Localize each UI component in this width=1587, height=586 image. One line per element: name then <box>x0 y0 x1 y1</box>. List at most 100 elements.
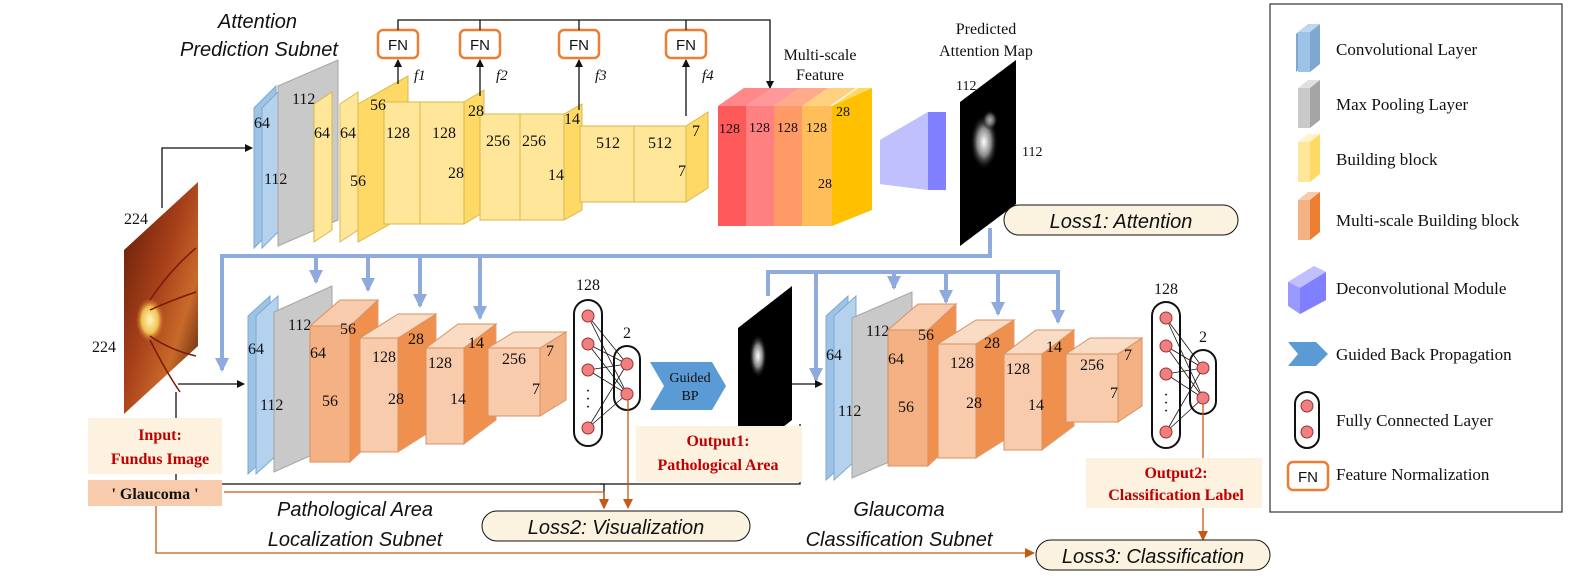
input-label-bg <box>88 418 222 474</box>
input-height: 224 <box>92 339 116 356</box>
loc-fc-in: 128 <box>576 277 600 294</box>
cls-conv-c: 64 <box>826 347 842 364</box>
building-block-icon <box>1298 134 1320 182</box>
predicted-map-w: 112 <box>956 79 976 94</box>
classification-subnet: 64 112 112 64 56 56 128 28 28 128 14 14 … <box>806 281 1262 551</box>
conv-layer-icon <box>1296 24 1320 72</box>
multiscale-c1: 128 <box>719 122 740 137</box>
fn-box-1: FN <box>376 28 420 60</box>
cls-block4-c: 256 <box>1080 357 1104 374</box>
attention-block4-w: 28 <box>468 103 484 120</box>
cls-fc-in: 128 <box>1154 281 1178 298</box>
loc-fc-dot1: · <box>585 383 590 400</box>
loc-block4-h: 7 <box>532 381 540 398</box>
cls-block3-w: 14 <box>1046 339 1062 356</box>
cls-block3-c: 128 <box>1006 361 1030 378</box>
classification-title-line2: Classification Subnet <box>806 529 994 551</box>
attention-block8-h: 7 <box>678 163 686 180</box>
fn-box-4-label: FN <box>676 37 696 54</box>
loc-block3-h: 14 <box>450 391 466 408</box>
glaucoma-label: ' Glaucoma ' <box>111 486 198 503</box>
fully-connected-icon <box>1294 391 1320 449</box>
multiscale-c4: 128 <box>806 121 827 136</box>
output1-label-line1: Output1: <box>686 433 749 450</box>
deconv-module <box>880 112 946 190</box>
multiscale-c2: 128 <box>749 121 770 136</box>
attention-block2-c: 64 <box>340 125 356 142</box>
predicted-map-title-line1: Predicted <box>956 21 1016 38</box>
output1-map <box>738 286 792 462</box>
loc-fc-layer: · · · <box>573 299 641 447</box>
glaucoma-label-bg <box>88 480 222 506</box>
multiscale-h: 28 <box>818 177 832 192</box>
localization-title-line2: Localization Subnet <box>268 529 444 551</box>
fn-box-3: FN <box>557 28 601 60</box>
cls-block1-w: 56 <box>918 327 934 344</box>
loc-block1-h: 56 <box>322 393 338 410</box>
multiscale-title-line1: Multi-scale <box>784 47 857 64</box>
cls-block2-c: 128 <box>950 355 974 372</box>
fn-input-arrows <box>394 19 774 116</box>
cls-conv-w: 112 <box>866 323 889 340</box>
attention-block2-w: 56 <box>370 97 386 114</box>
attention-block7-c: 512 <box>596 135 620 152</box>
loc-conv-w: 112 <box>288 317 311 334</box>
loss3-label: Loss3: Classification <box>1062 546 1244 568</box>
output2-label-bg <box>1086 458 1262 508</box>
output2-label-line1: Output2: <box>1144 465 1207 482</box>
cls-block4-h: 7 <box>1110 385 1118 402</box>
multiscale-w: 28 <box>836 105 850 120</box>
output2-label-line2: Classification Label <box>1108 487 1244 504</box>
guided-bp-line1: Guided <box>669 371 710 386</box>
cls-fc-dot2: · <box>1163 395 1168 412</box>
multiscale-block-icon <box>1298 192 1320 240</box>
loc-block2-c: 128 <box>372 349 396 366</box>
max-pooling-icon <box>1298 80 1320 128</box>
feature-norm-icon: FN <box>1286 460 1330 492</box>
attention-block6-c: 256 <box>522 133 546 150</box>
feature-f2: f2 <box>496 68 508 84</box>
loc-block3-c: 128 <box>428 355 452 372</box>
multiscale-feature-block <box>718 88 872 226</box>
legend-label-fn: Feature Normalization <box>1336 465 1490 484</box>
cls-conv-h: 112 <box>838 403 861 420</box>
cls-fc-layer: · · · <box>1151 301 1217 449</box>
attention-block1-c: 64 <box>314 125 330 142</box>
loss1-label: Loss1: Attention <box>1050 211 1193 233</box>
label-arrows <box>155 491 1035 558</box>
input-width: 224 <box>124 211 148 228</box>
attention-block5-c: 256 <box>486 133 510 150</box>
fn-box-2: FN <box>458 28 502 60</box>
cls-block4-w: 7 <box>1124 347 1132 364</box>
multiscale-c3: 128 <box>777 121 798 136</box>
cls-block2-h: 28 <box>966 395 982 412</box>
cls-block2-w: 28 <box>984 335 1000 352</box>
feature-f1: f1 <box>414 68 426 84</box>
attention-conv-dim-w: 112 <box>292 91 315 108</box>
loc-block2-w: 28 <box>408 331 424 348</box>
loc-fc-dot3: · <box>585 399 590 416</box>
guided-bp-icon <box>1288 342 1328 366</box>
localization-title-line1: Pathological Area <box>277 499 433 521</box>
cls-fc-dot1: · <box>1163 387 1168 404</box>
classification-title-line1: Glaucoma <box>853 499 944 521</box>
localization-subnet: 64 112 112 64 56 56 128 28 28 128 14 14 … <box>247 277 641 551</box>
legend-label-block: Building block <box>1336 150 1438 169</box>
deconv-module-icon <box>1288 266 1326 314</box>
loc-fc-out: 2 <box>623 325 631 342</box>
predicted-attention-map <box>960 60 1016 246</box>
loss2-label: Loss2: Visualization <box>528 517 704 539</box>
cls-block1-c: 64 <box>888 351 904 368</box>
loss3-box: Loss3: Classification <box>1035 539 1271 571</box>
guided-bp: Guided BP <box>650 362 726 410</box>
loss2-box: Loss2: Visualization <box>481 510 751 542</box>
loc-conv-c: 64 <box>248 341 264 358</box>
legend-label-mblock: Multi-scale Building block <box>1336 211 1520 230</box>
loc-block3-w: 14 <box>468 335 484 352</box>
legend-label-guided: Guided Back Propagation <box>1336 345 1512 364</box>
loc-block1-c: 64 <box>310 345 326 362</box>
input-section: 224 224 Input: Fundus Image ' Glaucoma ' <box>88 144 1035 558</box>
input-label-line2: Fundus Image <box>111 451 209 468</box>
feature-f3: f3 <box>595 68 607 84</box>
fn-box-4: FN <box>664 28 708 60</box>
